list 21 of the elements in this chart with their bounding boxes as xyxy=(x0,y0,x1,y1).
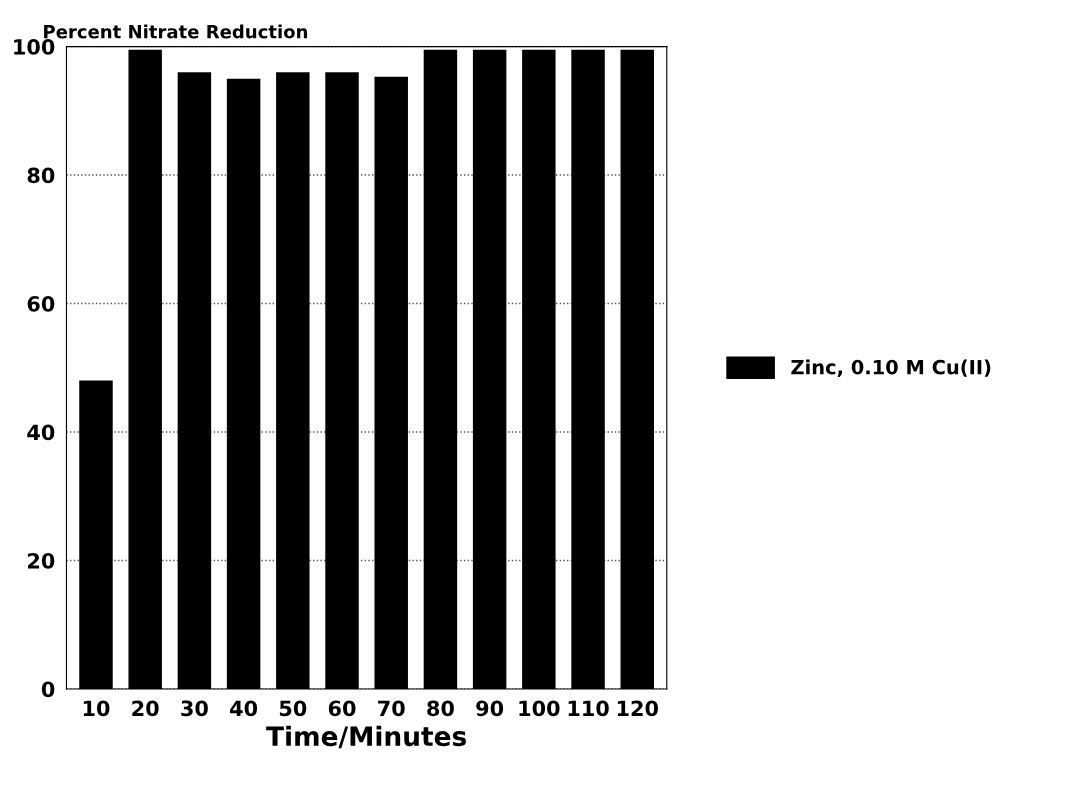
x-tick-label: 80 xyxy=(427,700,454,717)
x-tick-label: 90 xyxy=(476,700,504,717)
x-tick-label: 30 xyxy=(181,700,208,717)
x-axis-title: Time/Minutes xyxy=(266,725,466,749)
x-tick-label: 10 xyxy=(83,700,110,717)
x-tick-label: 100 xyxy=(519,700,560,717)
y-tick-label: 40 xyxy=(27,424,55,441)
x-tick-label: 40 xyxy=(230,700,258,717)
x-tick-label: 50 xyxy=(279,700,307,717)
chart-title: Percent Nitrate Reduction xyxy=(44,24,308,39)
x-tick-label: 60 xyxy=(328,700,356,717)
y-tick-label: 100 xyxy=(14,39,55,55)
y-tick-label: 0 xyxy=(41,681,55,698)
x-tick-label: 20 xyxy=(132,700,159,717)
y-tick-label: 20 xyxy=(28,552,55,569)
x-tick-label: 110 xyxy=(568,700,609,717)
legend-label: Zinc, 0.10 M Cu(II) xyxy=(791,359,991,377)
x-tick-label: 70 xyxy=(378,700,405,717)
y-tick-label: 60 xyxy=(27,295,55,312)
x-tick-label: 120 xyxy=(617,700,659,717)
y-tick-label: 80 xyxy=(27,167,55,184)
